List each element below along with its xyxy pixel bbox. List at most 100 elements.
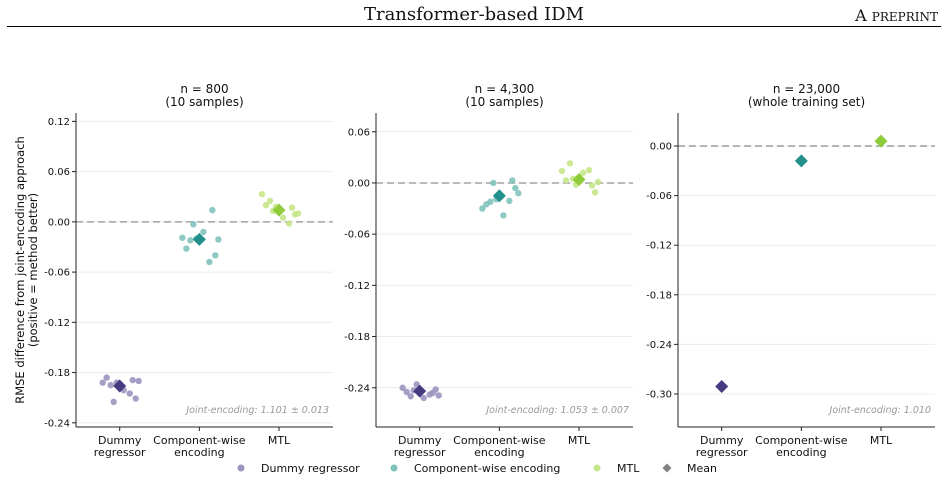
mean-marker	[874, 134, 888, 148]
data-point	[132, 395, 139, 402]
data-point	[512, 184, 519, 192]
y-tick-label: -0.12	[44, 318, 70, 329]
y-tick-label: -0.12	[344, 281, 370, 292]
y-tick-label: 0.00	[348, 178, 370, 189]
data-point	[279, 214, 287, 221]
y-tick-label: -0.24	[646, 340, 672, 351]
x-category-label: encoding	[174, 446, 225, 459]
y-axis-label: RMSE difference from joint-encoding appr…	[13, 136, 40, 404]
data-point	[266, 197, 274, 205]
y-tick-label: -0.18	[344, 332, 370, 343]
mean-marker	[715, 380, 729, 394]
panel-2: -0.24 -0.18 -0.12 -0.06 0.00 0.06 Dummyregress…	[344, 82, 633, 459]
data-point	[515, 190, 522, 197]
legend-label: Mean	[687, 462, 717, 475]
data-point	[288, 204, 296, 211]
data-point	[585, 166, 593, 174]
y-tick-label: -0.24	[44, 418, 70, 429]
data-point	[506, 197, 513, 205]
y-tick-label: 0.06	[48, 167, 70, 178]
data-point	[187, 237, 194, 244]
y-tick-label: -0.06	[646, 191, 672, 202]
data-point	[209, 206, 216, 214]
y-tick-label: -0.18	[646, 290, 672, 301]
legend-label: MTL	[617, 462, 640, 475]
joint-encoding-annotation: Joint-encoding: 1.010	[828, 405, 931, 416]
data-point	[206, 258, 213, 266]
panel-1: -0.24 -0.18 -0.12 -0.06 0.00 0.06 0.12 Dummyreg…	[44, 82, 333, 459]
header-rule	[7, 26, 941, 27]
data-point	[294, 210, 302, 217]
y-tick-label: -0.18	[44, 368, 70, 379]
x-category-label: MTL	[870, 434, 893, 447]
data-point	[99, 379, 106, 386]
x-category-label: Dummy	[98, 434, 142, 447]
mean-marker	[794, 154, 808, 168]
panel-title-line1: n = 23,000	[773, 82, 840, 96]
y-tick-label: -0.24	[344, 383, 370, 394]
panel-3: -0.30 -0.24 -0.18 -0.12 -0.06 0.00 Dummyregres…	[646, 82, 935, 459]
data-point	[435, 392, 442, 399]
data-point	[285, 220, 293, 227]
joint-encoding-annotation: Joint-encoding: 1.053 ± 0.007	[484, 405, 629, 416]
data-point	[500, 212, 507, 219]
data-point	[588, 182, 596, 189]
mean-marker	[113, 379, 127, 393]
data-point	[558, 167, 566, 175]
x-category-label: MTL	[568, 434, 591, 447]
data-point	[200, 228, 207, 236]
y-tick-label: 0.12	[48, 117, 70, 128]
data-point	[490, 179, 497, 187]
data-point	[426, 391, 433, 398]
panel-title-line2: (whole training set)	[748, 95, 865, 109]
page-header-title: Transformer-based IDM	[363, 4, 585, 25]
data-point	[591, 189, 599, 196]
x-category-label: encoding	[474, 446, 525, 459]
legend-mean-marker	[662, 463, 672, 473]
y-tick-label: 0.00	[48, 217, 70, 228]
x-category-label: encoding	[776, 446, 827, 459]
y-tick-label: 0.00	[650, 142, 672, 153]
data-point	[190, 221, 197, 228]
legend-marker	[390, 464, 398, 472]
legend-label: Dummy regressor	[261, 462, 360, 475]
data-point	[183, 245, 190, 252]
data-point	[107, 381, 114, 389]
mean-marker	[192, 232, 206, 246]
legend-label: Component-wise encoding	[414, 462, 560, 475]
mean-marker	[572, 173, 586, 187]
mean-marker	[413, 384, 427, 398]
data-point	[129, 376, 136, 384]
page-header-preprint-label: A PREPRINT	[855, 6, 938, 25]
x-category-label: Dummy	[398, 434, 442, 447]
data-point	[399, 384, 406, 391]
y-axis-label-line2: (positive = method better)	[26, 193, 40, 347]
y-tick-label: -0.30	[646, 389, 672, 400]
y-tick-label: 0.06	[348, 127, 370, 138]
data-point	[103, 374, 110, 381]
panel-title-line1: n = 800	[180, 82, 228, 96]
y-tick-label: -0.12	[646, 241, 672, 252]
data-point	[479, 205, 486, 212]
data-point	[212, 252, 219, 259]
data-point	[135, 377, 142, 385]
x-category-label: regressor	[94, 446, 146, 459]
y-axis-label-line1: RMSE difference from joint-encoding appr…	[13, 136, 27, 404]
data-point	[420, 394, 427, 402]
legend-marker	[593, 464, 601, 472]
data-point	[258, 191, 266, 198]
mean-marker	[492, 189, 506, 203]
data-point	[262, 201, 270, 209]
data-point	[413, 381, 420, 388]
data-point	[179, 234, 186, 241]
joint-encoding-annotation: Joint-encoding: 1.101 ± 0.013	[184, 405, 329, 416]
panel-title-line2: (10 samples)	[465, 95, 543, 109]
data-point	[579, 169, 587, 176]
x-category-label: Component-wise	[153, 434, 246, 447]
y-tick-label: -0.06	[44, 268, 70, 279]
mean-marker	[272, 203, 286, 217]
data-point	[594, 178, 602, 186]
data-point	[215, 236, 222, 243]
preprint-label-first: A	[855, 6, 872, 25]
